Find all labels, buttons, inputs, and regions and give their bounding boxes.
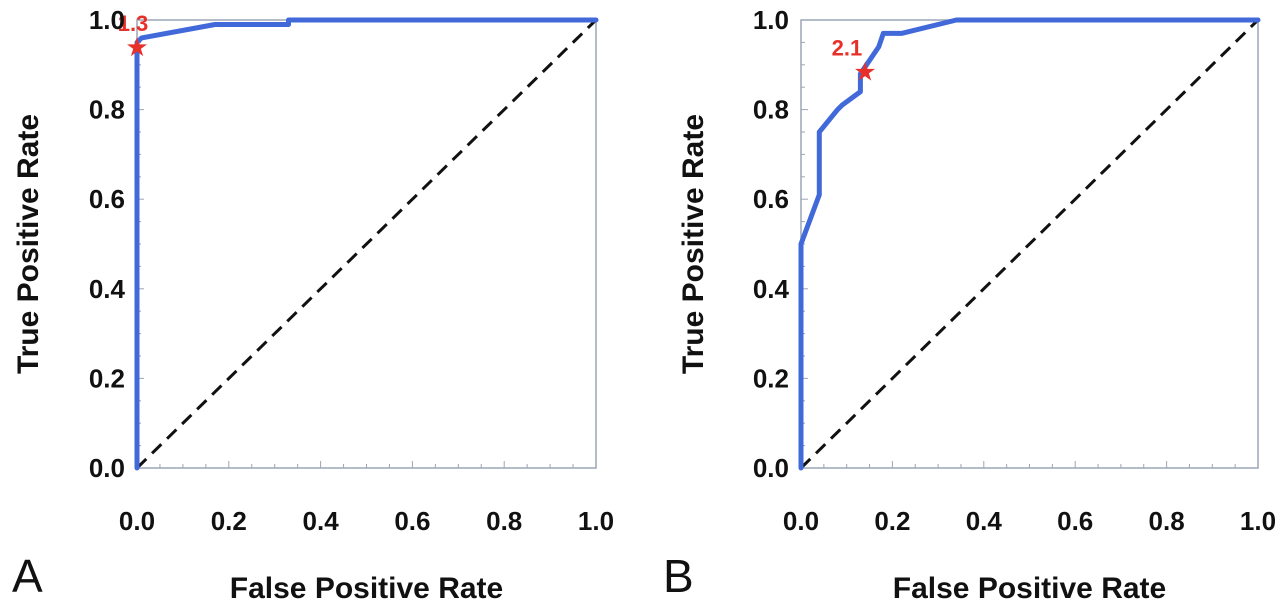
x-tick-label: 0.8 xyxy=(486,506,522,536)
x-tick-label: 0.2 xyxy=(874,506,910,536)
x-axis-title: False Positive Rate xyxy=(893,572,1166,605)
y-tick-label: 0.2 xyxy=(753,363,789,393)
x-tick-label: 0.0 xyxy=(783,506,819,536)
x-tick-label: 0.2 xyxy=(211,506,247,536)
roc-curve xyxy=(134,17,599,471)
y-tick-label: 0.4 xyxy=(753,274,790,304)
cutoff-star-marker: ★ xyxy=(853,58,876,88)
y-tick-label: 0.8 xyxy=(753,95,789,125)
x-tick-label: 1.0 xyxy=(1240,506,1276,536)
y-tick-label: 1.0 xyxy=(89,5,125,35)
cutoff-label: 2.1 xyxy=(832,36,863,61)
y-axis-title: True Positive Rate xyxy=(12,114,45,374)
y-tick-label: 0.6 xyxy=(753,184,789,214)
roc-curve xyxy=(798,17,1261,471)
x-tick-label: 0.4 xyxy=(303,506,340,536)
y-axis-title: True Positive Rate xyxy=(677,114,710,374)
x-axis-title: False Positive Rate xyxy=(230,572,503,605)
panel-letter: A xyxy=(12,550,43,602)
y-tick-label: 1.0 xyxy=(753,5,789,35)
x-tick-label: 1.0 xyxy=(578,506,614,536)
cutoff-star-marker: ★ xyxy=(125,33,148,63)
y-tick-label: 0.8 xyxy=(89,95,125,125)
reference-diagonal xyxy=(135,18,598,470)
panel-letter: B xyxy=(663,550,694,602)
y-tick-label: 0.0 xyxy=(89,453,125,483)
y-tick-label: 0.0 xyxy=(753,453,789,483)
x-tick-label: 0.8 xyxy=(1149,506,1185,536)
roc-panel-a: ★1.3 0.0 0.2 0.4 0.6 0.8 1.0 0.0 0.2 0.4 0.6 0.8 1.0… xyxy=(12,5,614,605)
y-tick-label: 0.2 xyxy=(89,363,125,393)
reference-diagonal xyxy=(799,18,1260,470)
y-tick-label: 0.4 xyxy=(89,274,126,304)
x-tick-label: 0.4 xyxy=(966,506,1003,536)
roc-panel-b: ★2.1 0.0 0.2 0.4 0.6 0.8 1.0 0.0 0.2 0.4 0.6 0.8 1.0… xyxy=(663,5,1276,605)
cutoff-label: 1.3 xyxy=(118,11,149,36)
y-tick-label: 0.6 xyxy=(89,184,125,214)
x-tick-label: 0.6 xyxy=(1057,506,1093,536)
x-tick-label: 0.6 xyxy=(394,506,430,536)
x-tick-label: 0.0 xyxy=(119,506,155,536)
